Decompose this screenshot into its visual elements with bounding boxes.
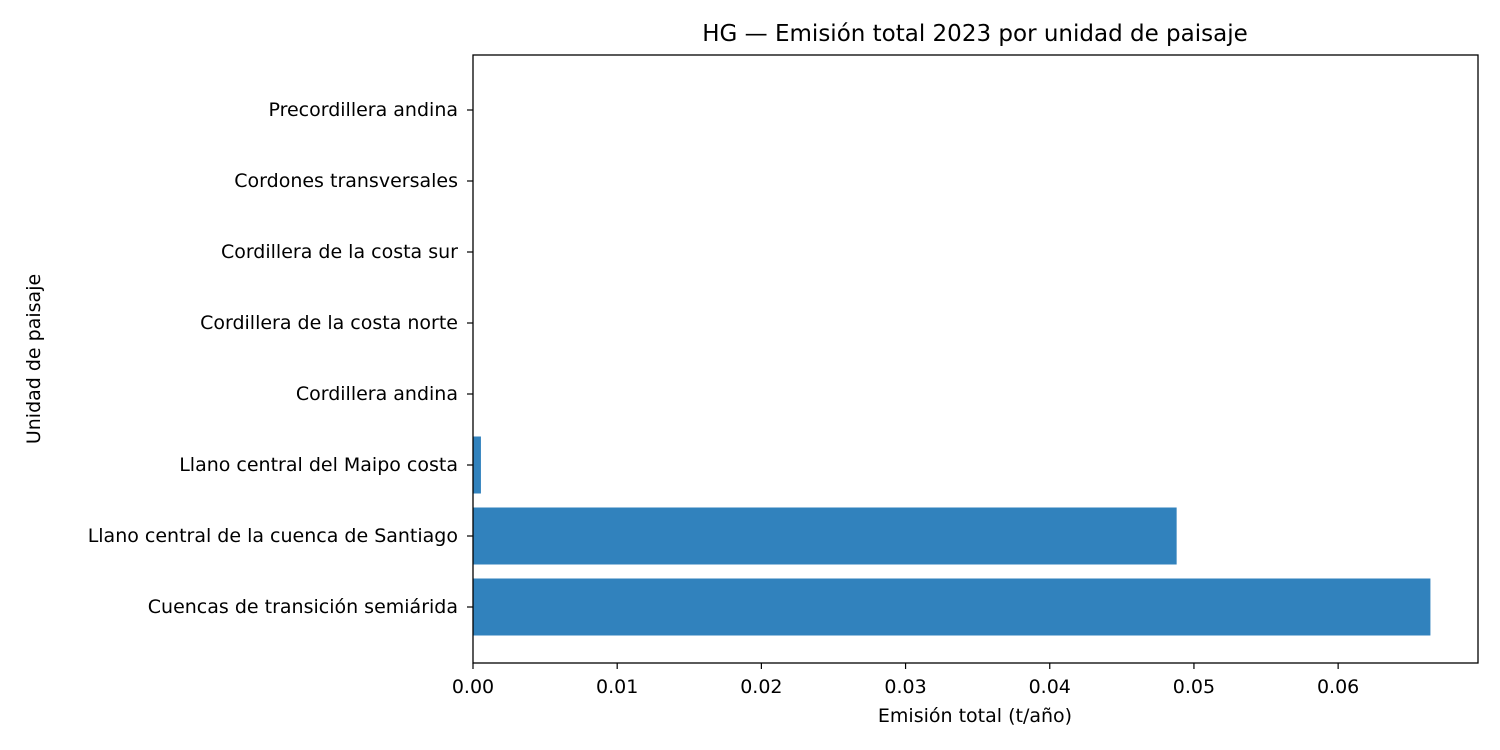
x-tick-label: 0.06 bbox=[1317, 676, 1359, 698]
bar bbox=[473, 507, 1177, 565]
y-axis-ticks: Cuencas de transición semiárida Llano cen… bbox=[88, 99, 473, 618]
y-tick-label: Cordillera de la costa sur bbox=[221, 241, 458, 263]
bar bbox=[473, 436, 481, 494]
y-tick-label: Cuencas de transición semiárida bbox=[148, 596, 458, 618]
y-tick-label: Llano central de la cuenca de Santiago bbox=[88, 525, 458, 547]
y-tick-label: Llano central del Maipo costa bbox=[179, 454, 458, 476]
y-tick-label: Cordones transversales bbox=[234, 170, 458, 192]
x-axis-title: Emisión total (t/año) bbox=[878, 705, 1072, 727]
x-tick-label: 0.00 bbox=[452, 676, 494, 698]
y-axis-title: Unidad de paisaje bbox=[23, 274, 45, 444]
x-axis-ticks: 0.00 0.01 0.02 0.03 0.04 0.05 0.06 bbox=[452, 663, 1359, 698]
chart-title: HG — Emisión total 2023 por unidad de pa… bbox=[702, 21, 1248, 47]
plot-area-frame bbox=[472, 54, 1479, 664]
x-tick-label: 0.03 bbox=[884, 676, 926, 698]
x-tick-label: 0.01 bbox=[596, 676, 638, 698]
x-tick-label: 0.04 bbox=[1029, 676, 1071, 698]
y-tick-label: Cordillera de la costa norte bbox=[200, 312, 458, 334]
x-tick-label: 0.05 bbox=[1173, 676, 1215, 698]
x-tick-label: 0.02 bbox=[740, 676, 782, 698]
y-tick-label: Precordillera andina bbox=[268, 99, 458, 121]
bar bbox=[473, 578, 1431, 636]
y-tick-label: Cordillera andina bbox=[296, 383, 458, 405]
bars-layer bbox=[473, 436, 1431, 636]
